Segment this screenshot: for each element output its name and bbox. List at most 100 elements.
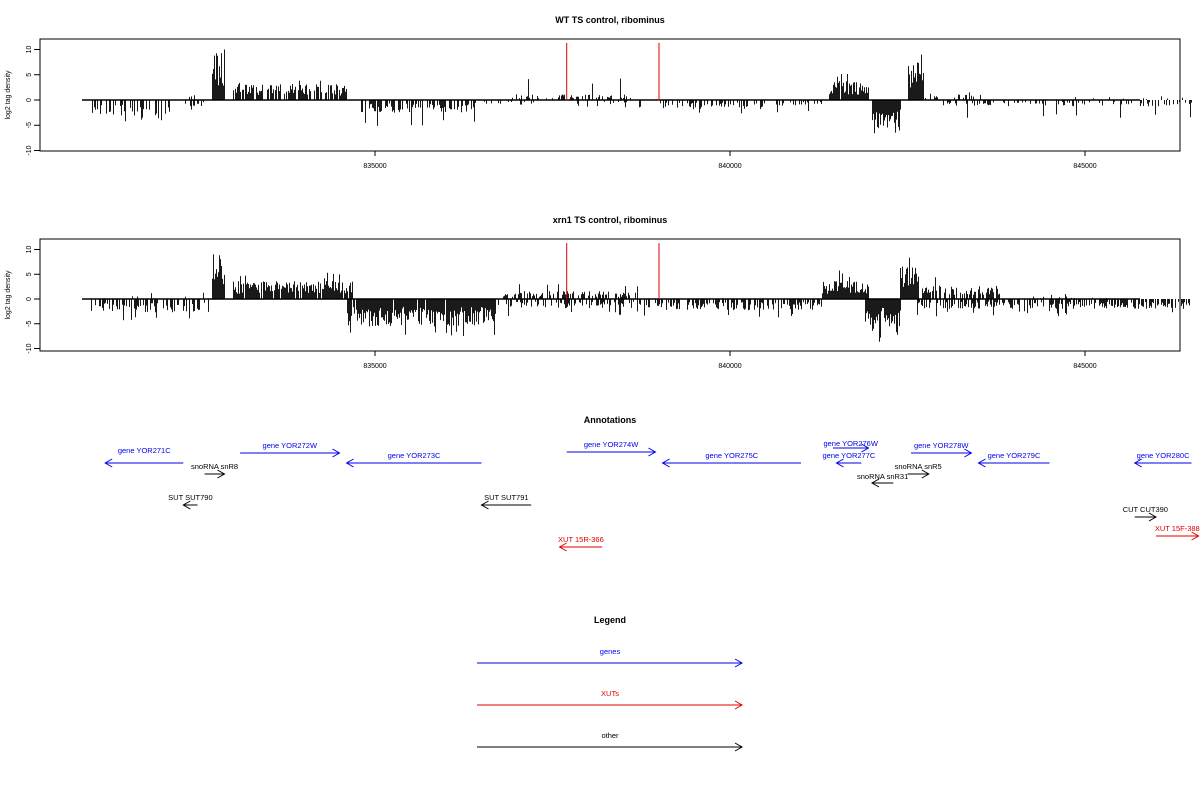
y-tick-label: 5	[26, 272, 33, 276]
annotation-feature: CUT CUT390	[1123, 505, 1168, 522]
panel-wt-ylabel: log2 tag density	[5, 70, 12, 120]
annotation-feature: gene YOR278W	[911, 441, 973, 458]
annotation-arrow-head	[964, 448, 973, 458]
annotation-label: XUT 15F-388	[1155, 524, 1200, 533]
annotation-arrow-head	[921, 469, 930, 479]
y-tick-label: -5	[26, 122, 33, 128]
annotation-feature: gene YOR279C	[977, 451, 1050, 468]
annotation-arrow-head	[332, 448, 341, 458]
annotation-label: gene YOR274W	[584, 440, 639, 449]
legend-items: genes XUTs other	[477, 647, 744, 752]
annotation-label: gene YOR278W	[914, 441, 969, 450]
annotation-label: SUT SUT790	[168, 493, 212, 502]
x-tick-label: 840000	[718, 163, 741, 170]
annotation-arrow-head	[648, 447, 657, 457]
annotation-feature: XUT 15F-388	[1155, 524, 1200, 541]
annotation-feature: gene YOR276W	[823, 439, 879, 453]
annotation-arrow-head	[1133, 458, 1142, 468]
annotation-arrow-head	[861, 443, 870, 453]
annotation-arrow-head	[104, 458, 113, 468]
annotation-label: gene YOR277C	[823, 451, 876, 460]
annotation-label: gene YOR275C	[705, 451, 758, 460]
annotation-label: snoRNA snR5	[895, 462, 942, 471]
panel-xrn1-markers	[566, 243, 660, 300]
panel-xrn1-xaxis: 835000 840000 845000	[363, 351, 1097, 370]
annotation-label: gene YOR280C	[1137, 451, 1190, 460]
annotation-label: CUT CUT390	[1123, 505, 1168, 514]
annotation-arrow-head	[558, 542, 567, 552]
annotation-feature: SUT SUT791	[480, 493, 532, 510]
y-tick-label: 0	[26, 98, 33, 102]
legend-item: other	[477, 731, 744, 752]
annotation-feature: gene YOR280C	[1133, 451, 1192, 468]
annotation-feature: gene YOR275C	[661, 451, 801, 468]
legend-arrow-head	[734, 700, 744, 710]
legend-arrow-head	[734, 742, 744, 752]
panel-wt-xaxis: 835000 840000 845000	[363, 151, 1097, 170]
annotation-arrow-head	[1191, 531, 1200, 541]
annotation-label: gene YOR279C	[988, 451, 1041, 460]
y-tick-label: 0	[26, 297, 33, 301]
y-tick-label: 10	[26, 246, 33, 254]
x-tick-label: 835000	[363, 163, 386, 170]
density-bar	[92, 49, 1192, 134]
legend-item: XUTs	[477, 689, 744, 710]
x-tick-label: 845000	[1073, 163, 1096, 170]
annotation-label: gene YOR271C	[118, 446, 171, 455]
annotation-feature: XUT 15R-366	[558, 535, 604, 552]
annotations-title: Annotations	[584, 415, 637, 425]
annotation-label: gene YOR276W	[823, 439, 878, 448]
panel-xrn1-title: xrn1 TS control, ribominus	[553, 215, 668, 225]
x-tick-label: 845000	[1073, 363, 1096, 370]
annotation-arrow-head	[661, 458, 670, 468]
annotation-feature: snoRNA snR31	[857, 472, 908, 488]
annotation-arrow-head	[345, 458, 354, 468]
annotation-feature: gene YOR277C	[823, 451, 876, 468]
annotation-label: XUT 15R-366	[558, 535, 604, 544]
legend-item: genes	[477, 647, 744, 668]
panel-wt: WT TS control, ribominus log2 tag densit…	[5, 15, 1192, 170]
y-tick-label: -10	[26, 343, 33, 353]
x-tick-label: 840000	[718, 363, 741, 370]
annotation-label: gene YOR273C	[388, 451, 441, 460]
annotation-feature: gene YOR274W	[566, 440, 657, 457]
annotation-label: gene YOR272W	[263, 441, 318, 450]
y-tick-label: 5	[26, 73, 33, 77]
panel-wt-title: WT TS control, ribominus	[555, 15, 665, 25]
annotation-arrow-head	[1148, 512, 1158, 522]
legend-label: XUTs	[601, 689, 619, 698]
annotation-arrow-head	[217, 469, 226, 479]
annotation-label: snoRNA snR31	[857, 472, 908, 481]
annotation-feature: gene YOR271C	[104, 446, 184, 468]
panel-xrn1-yaxis: -10 -5 0 5 10	[26, 246, 40, 354]
annotation-feature: SUT SUT790	[168, 493, 213, 510]
annotation-feature: snoRNA snR5	[895, 462, 942, 479]
legend-label: other	[601, 731, 619, 740]
annotation-feature: gene YOR273C	[345, 451, 482, 468]
legend-label: genes	[600, 647, 621, 656]
x-tick-label: 835000	[363, 363, 386, 370]
density-bar	[91, 254, 1190, 342]
annotation-label: SUT SUT791	[484, 493, 528, 502]
panel-wt-markers	[566, 42, 660, 101]
panel-xrn1-bars	[91, 254, 1190, 342]
panel-wt-frame	[39, 38, 1181, 152]
legend-title: Legend	[594, 615, 626, 625]
annotation-arrow-head	[835, 458, 844, 468]
legend: Legend genes XUTs other	[477, 615, 744, 752]
legend-arrow-head	[734, 658, 744, 668]
annotation-features: gene YOR271C gene YOR272W gene YOR273C gene…	[104, 439, 1200, 552]
annotation-feature: gene YOR272W	[240, 441, 341, 458]
panel-xrn1: xrn1 TS control, ribominus log2 tag dens…	[5, 215, 1190, 370]
y-tick-label: 10	[26, 46, 33, 54]
annotation-feature: snoRNA snR8	[191, 462, 238, 479]
annotation-arrow-head	[870, 478, 880, 488]
panel-wt-bars	[92, 49, 1192, 134]
panel-wt-yaxis: -10 -5 0 5 10	[26, 46, 40, 156]
annotation-arrow-head	[182, 500, 191, 510]
panel-xrn1-frame	[39, 238, 1181, 352]
annotation-arrow-head	[977, 458, 986, 468]
annotation-arrow-head	[480, 500, 489, 510]
